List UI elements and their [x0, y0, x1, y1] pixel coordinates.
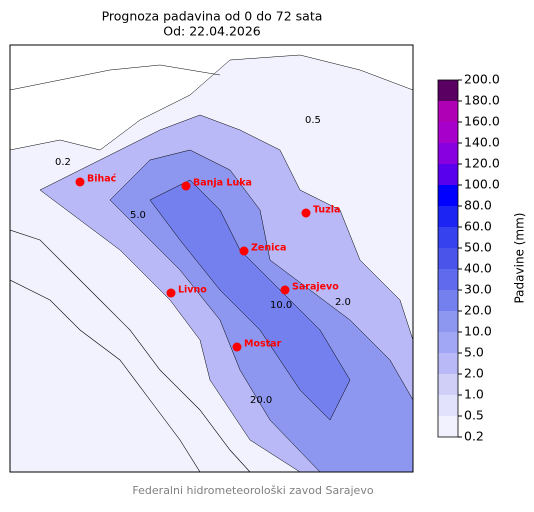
colorbar-bin [438, 143, 458, 164]
map-border [9, 44, 414, 473]
city-marker [181, 181, 191, 191]
colorbar-tick-label: 1.0 [464, 387, 484, 402]
colorbar-bin [438, 101, 458, 122]
city-label: Mostar [244, 339, 282, 350]
colorbar-tick-label: 180.0 [464, 93, 500, 108]
colorbar-bin [438, 269, 458, 290]
colorbar-tick-label: 200.0 [464, 72, 500, 87]
colorbar-bin [438, 206, 458, 227]
city-label: Livno [178, 285, 207, 296]
colorbar-bin [438, 80, 458, 101]
colorbar-bin [438, 227, 458, 248]
contour-label: 20.0 [250, 395, 272, 406]
border [10, 64, 221, 91]
colorbar-tick-label: 120.0 [464, 156, 500, 171]
coastline [10, 229, 251, 472]
contour-label: 0.2 [55, 157, 71, 168]
city-marker [75, 177, 85, 187]
colorbar-frame [437, 79, 459, 438]
colorbar-tick-label: 5.0 [464, 345, 484, 360]
colorbar-tick-label: 20.0 [464, 303, 492, 318]
colorbar-tick-label: 160.0 [464, 114, 500, 129]
colorbar-bin [438, 311, 458, 332]
colorbar-bin [438, 332, 458, 353]
city-label: Tuzla [313, 205, 340, 216]
colorbar-tick-label: 140.0 [464, 135, 500, 150]
colorbar-tick-label: 40.0 [464, 261, 492, 276]
city-marker [301, 208, 311, 218]
colorbar-tick-label: 2.0 [464, 366, 484, 381]
colorbar-tick-label: 80.0 [464, 198, 492, 213]
colorbar-tick-label: 0.5 [464, 408, 484, 423]
city-marker [239, 246, 249, 256]
colorbar-bin [438, 416, 458, 437]
colorbar-bin [438, 248, 458, 269]
city-marker [166, 288, 176, 298]
colorbar-tick-label: 100.0 [464, 177, 500, 192]
contour-label: 10.0 [270, 300, 292, 311]
footer: Federalni hidrometeorološki zavod Saraje… [132, 484, 373, 497]
colorbar-tick-label: 0.2 [464, 429, 484, 444]
contour-label: 2.0 [335, 297, 351, 308]
colorbar-bin [438, 353, 458, 374]
map [9, 44, 414, 473]
subtitle: Od: 22.04.2026 [163, 24, 261, 39]
colorbar-tick-label: 60.0 [464, 219, 492, 234]
city-label: Zenica [251, 243, 286, 254]
colorbar-bin [438, 290, 458, 311]
colorbar-tick-label: 30.0 [464, 282, 492, 297]
title: Prognoza padavina od 0 do 72 sata [102, 9, 323, 24]
city-label: Banja Luka [193, 178, 252, 189]
contour-label: 5.0 [130, 210, 146, 221]
city-label: Sarajevo [292, 282, 339, 293]
colorbar-label: Padavine (mm) [513, 212, 527, 303]
colorbar-tick-label: 10.0 [464, 324, 492, 339]
city-label: Bihać [87, 174, 117, 185]
colorbar-bin [438, 374, 458, 395]
city-marker [232, 342, 242, 352]
city-marker [280, 285, 290, 295]
colorbar-bin [438, 395, 458, 416]
colorbar-bin [438, 122, 458, 143]
colorbar-bin [438, 185, 458, 206]
colorbar-tick-label: 50.0 [464, 240, 492, 255]
precip-area [149, 179, 351, 421]
coastline [10, 279, 201, 472]
colorbar-bin [438, 164, 458, 185]
contour-label: 0.5 [305, 115, 321, 126]
